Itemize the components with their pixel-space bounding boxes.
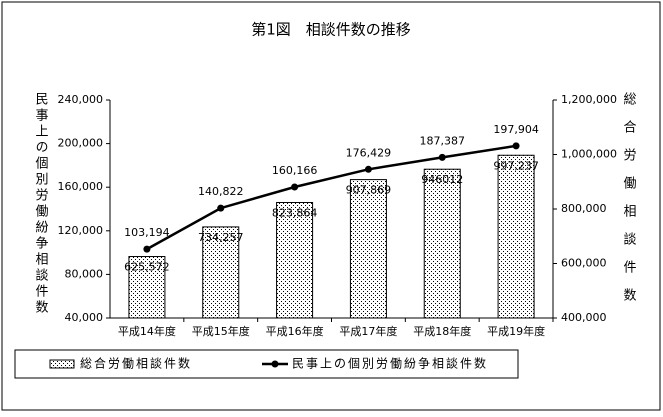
bar-value-label: 823,864 bbox=[272, 206, 318, 219]
bar-value-label: 734,257 bbox=[198, 231, 244, 244]
line-point bbox=[364, 165, 372, 173]
x-tick-label: 平成15年度 bbox=[192, 324, 250, 338]
x-tick-label: 平成14年度 bbox=[118, 324, 176, 338]
legend-label: 民事上の個別労働紛争相談件数 bbox=[292, 356, 488, 371]
line-value-label: 187,387 bbox=[420, 134, 466, 147]
y-tick-label: 40,000 bbox=[65, 311, 104, 324]
line-value-label: 103,194 bbox=[124, 226, 170, 239]
y2-tick-label: 800,000 bbox=[561, 202, 607, 215]
bar bbox=[276, 201, 314, 319]
bar bbox=[423, 168, 461, 319]
chart-title: 第1図 相談件数の推移 bbox=[251, 21, 411, 39]
chart-frame bbox=[1, 1, 661, 411]
bar-value-label: 907,869 bbox=[346, 184, 392, 197]
line-point bbox=[217, 204, 225, 212]
line bbox=[146, 144, 517, 251]
x-tick-label: 平成19年度 bbox=[487, 324, 545, 338]
line-point bbox=[143, 245, 151, 253]
bar bbox=[128, 256, 166, 319]
line-point bbox=[291, 183, 299, 191]
legend-label: 総合労働相談件数 bbox=[80, 356, 192, 371]
legend-swatch-dot bbox=[271, 360, 279, 368]
y-tick-label: 160,000 bbox=[58, 180, 104, 193]
bar bbox=[497, 154, 535, 319]
bar-value-label: 946012 bbox=[421, 173, 463, 186]
bar bbox=[202, 226, 240, 319]
line-point bbox=[512, 142, 520, 150]
legend-swatch bbox=[49, 359, 75, 369]
y2-axis-label: 総合労働相談件数 bbox=[621, 92, 637, 316]
y2-tick-label: 400,000 bbox=[561, 311, 607, 324]
line-point bbox=[438, 153, 446, 161]
y2-tick-label: 1,000,000 bbox=[561, 148, 617, 161]
y2-tick-label: 1,200,000 bbox=[561, 93, 617, 106]
line-value-label: 197,904 bbox=[493, 123, 539, 136]
y-tick-label: 80,000 bbox=[65, 267, 104, 280]
legend-box bbox=[14, 349, 519, 379]
x-tick-label: 平成18年度 bbox=[413, 324, 471, 338]
line-value-label: 160,166 bbox=[272, 164, 318, 177]
line-value-label: 140,822 bbox=[198, 185, 244, 198]
y-axis-label: 民事上の個別労働紛争相談件数 bbox=[33, 92, 49, 316]
x-tick-label: 平成16年度 bbox=[266, 324, 324, 338]
x-tick-label: 平成17年度 bbox=[339, 324, 397, 338]
y2-tick-label: 600,000 bbox=[561, 257, 607, 270]
line-value-label: 176,429 bbox=[346, 146, 392, 159]
bar-value-label: 625,572 bbox=[124, 261, 170, 274]
y-tick-label: 120,000 bbox=[58, 224, 104, 237]
bar bbox=[349, 179, 387, 319]
bar-value-label: 997,237 bbox=[493, 159, 539, 172]
y-tick-label: 200,000 bbox=[58, 137, 104, 150]
y-tick-label: 240,000 bbox=[58, 93, 104, 106]
